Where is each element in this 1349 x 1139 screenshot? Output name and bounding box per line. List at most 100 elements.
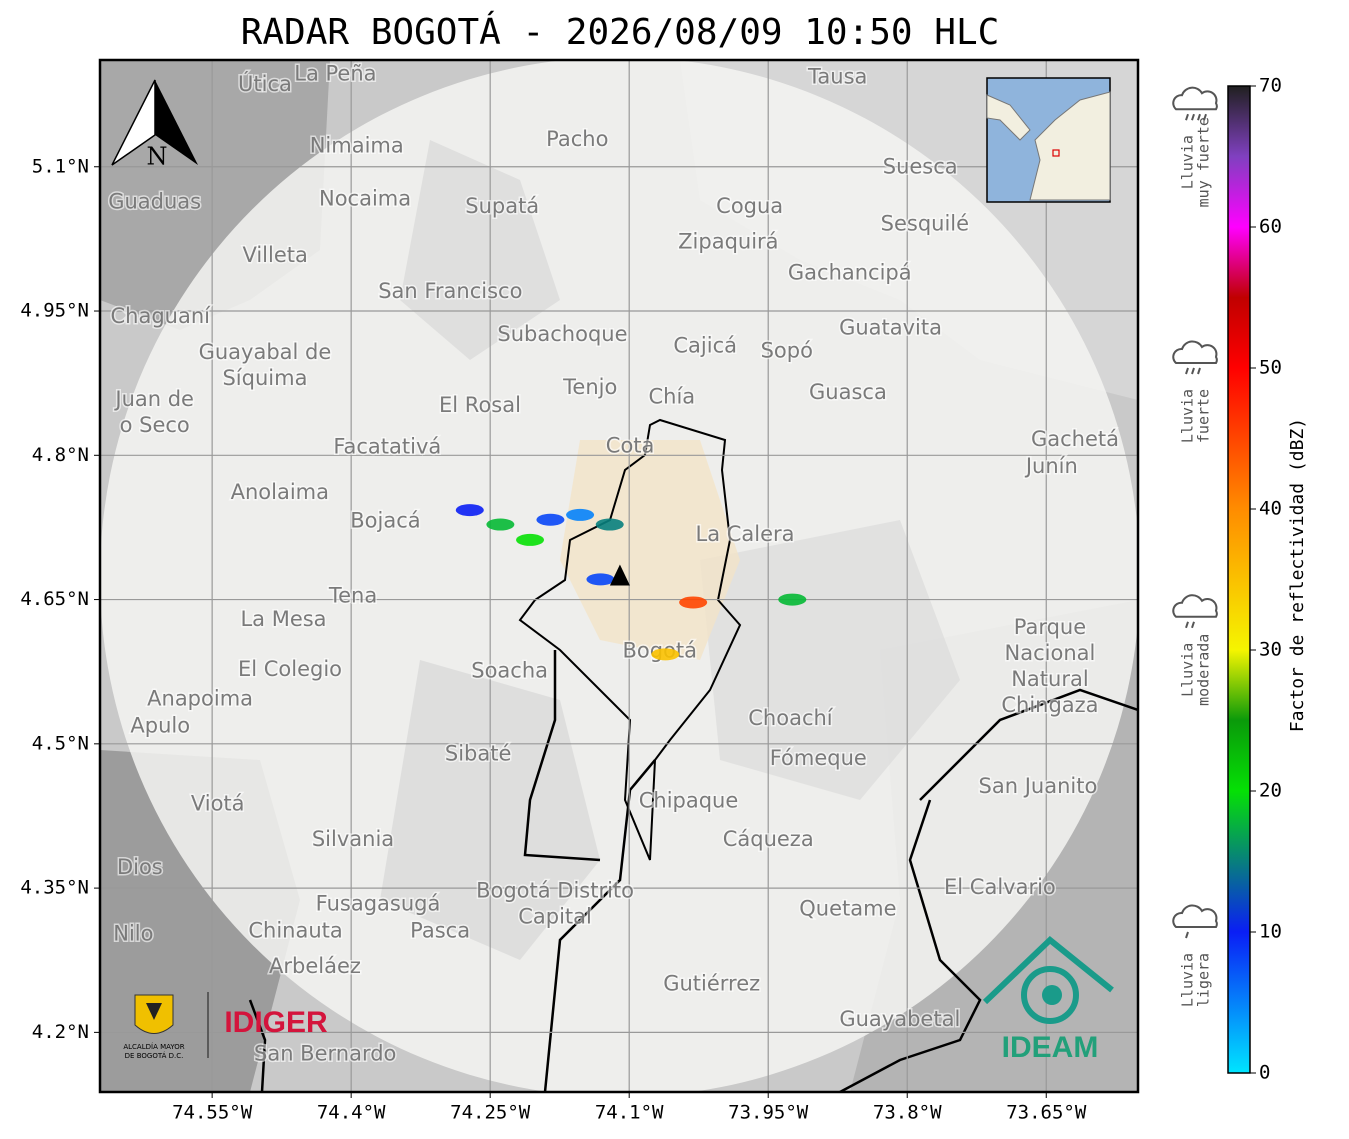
rain-category-label: moderada <box>1195 634 1213 706</box>
place-label: Cáqueza <box>723 827 814 851</box>
place-label: Guaduas <box>108 189 201 213</box>
x-tick-label: 74.25°W <box>450 1102 531 1124</box>
rain-category-label: Lluvia <box>1179 643 1197 697</box>
place-label: Soacha <box>471 659 548 683</box>
radar-echo <box>516 533 545 546</box>
eagle <box>146 1003 162 1020</box>
x-tick-label: 73.95°W <box>728 1102 809 1124</box>
place-label: Zipaquirá <box>678 230 778 254</box>
place-label: San Juanito <box>979 774 1098 798</box>
colorbar-label: Factor de reflectividad (dBZ) <box>1287 418 1308 732</box>
drop <box>1185 113 1189 121</box>
drop <box>1197 113 1201 121</box>
drop <box>1185 621 1189 629</box>
terrain <box>400 140 560 360</box>
place-label: San Bernardo <box>254 1041 396 1065</box>
radar-echo <box>595 518 624 531</box>
place-label: El Colegio <box>238 657 342 681</box>
place-label: Fusagasugá <box>316 891 441 915</box>
colorbar-tick-label: 0 <box>1259 1062 1270 1084</box>
place-label: Guayabetal <box>839 1007 960 1031</box>
place-label: Anolaima <box>231 480 329 504</box>
place-label: Pasca <box>410 918 470 942</box>
place-label: Gachetá <box>1031 427 1119 451</box>
colorbar-tick-label: 70 <box>1259 75 1282 97</box>
place-label: Cota <box>606 434 655 458</box>
place-label: Silvania <box>312 827 394 851</box>
place-label: Útica <box>238 71 292 96</box>
place-label: Chingaza <box>1001 693 1098 717</box>
place-label: Nilo <box>113 921 153 945</box>
place-label: Gutiérrez <box>663 971 760 995</box>
rain-category-label: Lluvia <box>1179 389 1197 443</box>
place-label: La Peña <box>294 61 376 85</box>
radar-echo <box>486 518 515 531</box>
idiger-logo: IDIGER <box>224 1006 328 1039</box>
cloud <box>1172 86 1218 111</box>
colorbar-tick-label: 50 <box>1259 357 1282 379</box>
ideam-roof <box>982 936 1114 1005</box>
place-label: La Mesa <box>240 607 326 631</box>
ideam-logo: IDEAM <box>1002 1031 1099 1064</box>
place-label: Fómeque <box>770 746 867 770</box>
place-label: Nocaima <box>319 186 411 210</box>
drop <box>1191 113 1195 121</box>
place-label: o Seco <box>120 413 190 437</box>
place-label: Tenjo <box>562 375 617 399</box>
place-label: Gachancipá <box>788 261 912 285</box>
cloud <box>1172 904 1218 928</box>
title: RADAR BOGOTÁ - 2026/08/09 10:50 HLC <box>241 11 1000 53</box>
rain-category-label: Lluvia <box>1179 953 1197 1007</box>
north-arrow: N <box>111 79 198 171</box>
y-tick-label: 4.65°N <box>20 588 89 610</box>
colorbar-tick-label: 60 <box>1259 216 1282 238</box>
radar-echo <box>586 573 615 586</box>
place-label: Natural <box>1011 667 1088 691</box>
y-tick-label: 4.2°N <box>32 1021 89 1043</box>
drop <box>1203 113 1207 121</box>
x-tick-label: 73.8°W <box>873 1102 942 1124</box>
place-label: La Calera <box>696 522 795 546</box>
colorbar-tick-label: 30 <box>1259 639 1282 661</box>
colorbar-tick-label: 10 <box>1259 921 1282 943</box>
place-label: El Calvario <box>944 875 1056 899</box>
inset-land <box>986 91 1111 201</box>
logo-alcaldia: ALCALDÍA MAYOR DE BOGOTÁ D.C. IDIGER <box>123 992 328 1060</box>
place-label: El Rosal <box>439 393 521 417</box>
place-label: Choachí <box>748 706 834 730</box>
x-tick-label: 74.4°W <box>317 1102 386 1124</box>
rain-category-label: fuerte <box>1195 389 1213 443</box>
place-label: Bojacá <box>350 509 420 533</box>
place-label: Pacho <box>546 127 608 151</box>
place-label: Supatá <box>465 194 539 218</box>
place-label: San Francisco <box>378 279 522 303</box>
place-label: Sibaté <box>445 741 512 765</box>
place-label: Guasca <box>809 380 887 404</box>
rain-category-label: ligera <box>1195 953 1213 1007</box>
place-label: Junín <box>1024 454 1078 478</box>
rain-icon <box>1172 340 1218 375</box>
radar-echo <box>651 648 680 661</box>
drop <box>1197 367 1201 375</box>
place-label: Viotá <box>191 791 245 815</box>
place-label: Guayabal de <box>199 340 332 364</box>
y-tick-label: 4.95°N <box>20 300 89 322</box>
place-label: Capital <box>518 904 592 928</box>
rain-icon <box>1172 904 1218 939</box>
drop <box>1185 367 1189 375</box>
plot-frame <box>98 58 1140 1094</box>
place-label: Juan de <box>113 387 194 411</box>
inset-map <box>986 77 1111 203</box>
north-label: N <box>147 143 168 171</box>
radar-echo <box>566 508 595 521</box>
place-label: Cajicá <box>673 334 737 358</box>
radar-echo <box>778 593 807 606</box>
x-tick-label: 73.65°W <box>1006 1102 1087 1124</box>
y-tick-label: 4.5°N <box>32 732 89 754</box>
radar-site <box>609 564 630 586</box>
cloud <box>1172 594 1218 618</box>
place-label: Síquima <box>222 366 307 390</box>
y-tick-label: 4.35°N <box>20 877 89 899</box>
north-arrow-right <box>155 80 198 165</box>
radar-echo <box>455 504 484 517</box>
